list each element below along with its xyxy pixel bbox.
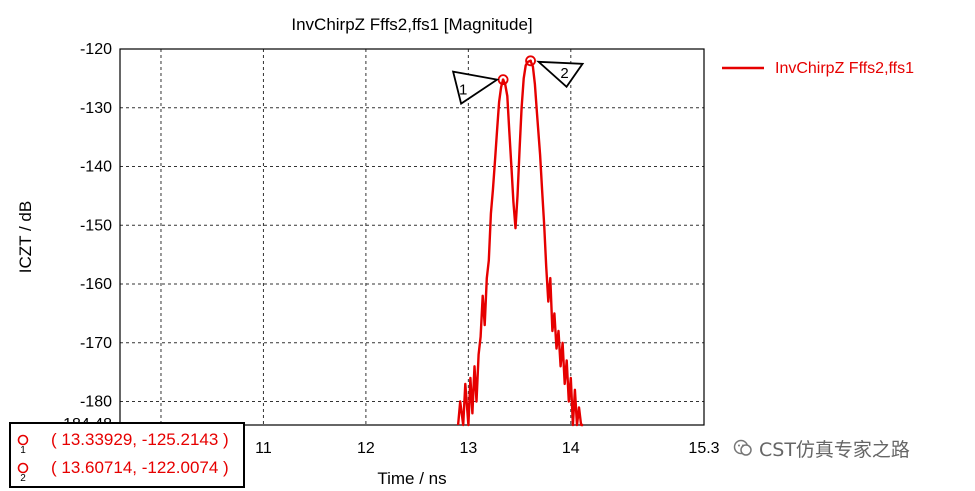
marker-dot: [529, 59, 532, 63]
y-tick-label: -160: [80, 276, 112, 293]
legend-label: InvChirpZ Fffs2,ffs1: [775, 60, 914, 77]
y-axis-label: ICZT / dB: [16, 201, 35, 273]
watermark-text: CST仿真专家之路: [759, 438, 910, 461]
y-tick-label: -140: [80, 159, 112, 176]
marker-1-readout: ( 13.33929, -125.2143 ): [51, 430, 229, 449]
marker-flag: [451, 70, 500, 106]
x-tick-label: 11: [255, 440, 272, 457]
y-tick-label: -120: [80, 41, 112, 58]
marker-1: 1: [451, 70, 509, 106]
svg-text:2: 2: [20, 473, 26, 482]
x-tick-label: 12: [357, 440, 375, 457]
y-tick-label: -150: [80, 217, 112, 234]
x-tick-label: 14: [562, 440, 580, 457]
svg-text:1: 1: [20, 445, 26, 454]
marker-layer: 12: [451, 55, 585, 106]
chart-title: InvChirpZ Fffs2,ffs1 [Magnitude]: [291, 15, 532, 34]
marker-label: 1: [459, 82, 467, 99]
marker-readout-box: 1 ( 13.33929, -125.2143 ) 2 ( 13.60714, …: [9, 422, 245, 488]
wechat-icon: [733, 439, 752, 456]
y-tick-label: -170: [80, 335, 112, 352]
legend: InvChirpZ Fffs2,ffs1: [722, 60, 914, 77]
plot-frame: [119, 48, 705, 426]
x-tick-label: 15.3: [688, 440, 719, 457]
marker-label: 2: [560, 65, 568, 82]
y-tick-labels: -120 -130 -140 -150 -160 -170 -180: [80, 41, 112, 411]
marker-flag: [536, 60, 585, 89]
marker-readout-row: 2 ( 13.60714, -122.0074 ): [17, 458, 243, 482]
series-layer: [456, 59, 584, 427]
marker-2: 2: [525, 55, 585, 89]
marker-2-readout: ( 13.60714, -122.0074 ): [51, 458, 229, 477]
x-tick-labels: 11 12 13 14 15.3: [255, 440, 720, 457]
marker-readout-row: 1 ( 13.33929, -125.2143 ): [17, 430, 243, 454]
watermark: CST仿真专家之路: [733, 433, 910, 463]
y-tick-label: -130: [80, 100, 112, 117]
marker-2-icon: 2: [17, 462, 29, 482]
marker-point: [525, 55, 536, 67]
grid: [120, 49, 704, 425]
y-tick-label: -180: [80, 394, 112, 411]
x-axis-label: Time / ns: [377, 469, 446, 488]
series-line: [456, 59, 584, 427]
marker-1-icon: 1: [17, 434, 29, 454]
marker-dot: [501, 78, 505, 81]
x-tick-label: 13: [459, 440, 477, 457]
